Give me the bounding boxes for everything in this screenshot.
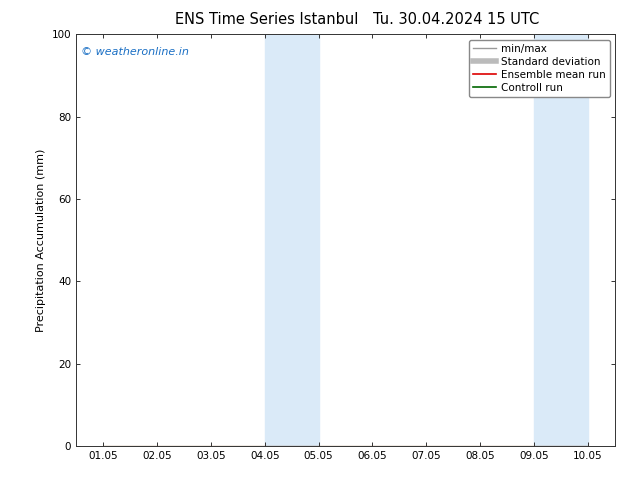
Text: © weatheronline.in: © weatheronline.in xyxy=(81,47,190,57)
Text: ENS Time Series Istanbul: ENS Time Series Istanbul xyxy=(174,12,358,27)
Bar xyxy=(265,34,319,446)
Bar xyxy=(534,34,588,446)
Text: Tu. 30.04.2024 15 UTC: Tu. 30.04.2024 15 UTC xyxy=(373,12,540,27)
Y-axis label: Precipitation Accumulation (mm): Precipitation Accumulation (mm) xyxy=(36,148,46,332)
Legend: min/max, Standard deviation, Ensemble mean run, Controll run: min/max, Standard deviation, Ensemble me… xyxy=(469,40,610,97)
